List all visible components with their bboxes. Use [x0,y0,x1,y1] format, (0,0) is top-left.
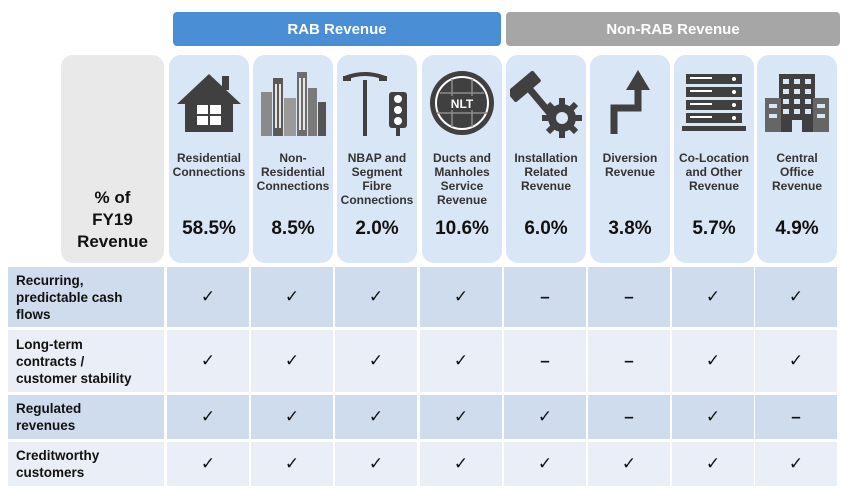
check-mark: ✓ [251,330,333,392]
check-mark: ✓ [420,395,502,439]
check-mark: ✓ [420,330,502,392]
revenue-card-label: NBAP and Segment Fibre Connections [340,151,414,207]
table-row: Creditworthy customers ✓ ✓ ✓ ✓ ✓ ✓ ✓ ✓ [8,442,840,486]
office-building-icon [759,63,835,143]
revenue-card-label: Diversion Revenue [602,151,658,179]
manhole-cover-icon: NLT [424,63,500,143]
pct-label-line-2: FY19 [92,210,133,229]
revenue-card-label: Ducts and Manholes Service Revenue [432,151,491,207]
dash-mark: – [504,330,586,392]
revenue-card-value: 2.0% [355,218,399,239]
check-mark: ✓ [251,267,333,327]
revenue-card-8: Central Office Revenue 4.9% [757,55,837,263]
check-mark: ✓ [755,330,837,392]
row-label: Regulated revenues [8,395,164,439]
check-mark: ✓ [167,330,249,392]
revenue-card-value: 4.9% [775,218,819,239]
revenue-card-label: Non- Residential Connections [256,151,330,193]
revenue-card-label: Central Office Revenue [771,151,823,193]
check-mark: ✓ [504,395,586,439]
revenue-card-value: 8.5% [271,218,315,239]
dash-mark: – [588,395,670,439]
row-label: Long-term contracts / customer stability [8,330,164,392]
revenue-card-label: Co-Location and Other Revenue [679,151,749,193]
revenue-card-label: Installation Related Revenue [514,151,578,193]
check-mark: ✓ [672,330,754,392]
non-rab-revenue-header: Non-RAB Revenue [506,12,840,46]
table-row: Long-term contracts / customer stability… [8,330,840,392]
pct-label-line-1: % of [94,188,131,207]
city-buildings-icon [255,63,331,143]
revenue-card-5: Installation Related Revenue 6.0% [506,55,586,263]
revenue-card-value: 6.0% [524,218,568,239]
check-mark: ✓ [167,267,249,327]
check-mark: ✓ [335,395,417,439]
svg-text:NLT: NLT [451,97,474,111]
revenue-card-value: 58.5% [182,218,236,239]
check-mark: ✓ [672,442,754,486]
row-label: Recurring, predictable cash flows [8,267,164,327]
dash-mark: – [588,330,670,392]
revenue-card-7: Co-Location and Other Revenue 5.7% [674,55,754,263]
revenue-card-label: Residential Connections [172,151,246,179]
hammer-gear-icon [508,63,584,143]
check-mark: ✓ [167,442,249,486]
dash-mark: – [755,395,837,439]
revenue-card-1: Residential Connections 58.5% [169,55,249,263]
row-label: Creditworthy customers [8,442,164,486]
check-mark: ✓ [588,442,670,486]
check-mark: ✓ [335,330,417,392]
streetlight-traffic-light-icon [339,63,415,143]
revenue-card-value: 5.7% [692,218,736,239]
check-mark: ✓ [672,395,754,439]
check-mark: ✓ [335,442,417,486]
check-mark: ✓ [251,442,333,486]
check-mark: ✓ [251,395,333,439]
table-row: Recurring, predictable cash flows ✓ ✓ ✓ ✓ – – ✓… [8,267,840,327]
check-mark: ✓ [335,267,417,327]
revenue-card-2: Non- Residential Connections 8.5% [253,55,333,263]
percent-of-revenue-label: % of FY19 Revenue [61,55,164,263]
check-mark: ✓ [420,267,502,327]
diversion-arrow-icon [592,63,668,143]
house-icon [171,63,247,143]
rab-revenue-header: RAB Revenue [173,12,501,46]
revenue-card-6: Diversion Revenue 3.8% [590,55,670,263]
dash-mark: – [588,267,670,327]
pct-label-line-3: Revenue [77,232,148,251]
check-mark: ✓ [672,267,754,327]
revenue-card-4: NLT Ducts and Manholes Service Revenue 10.6% [422,55,502,263]
check-mark: ✓ [755,442,837,486]
dash-mark: – [504,267,586,327]
revenue-card-value: 3.8% [608,218,652,239]
check-mark: ✓ [167,395,249,439]
revenue-card-3: NBAP and Segment Fibre Connections 2.0% [337,55,417,263]
server-rack-icon [676,63,752,143]
table-row: Regulated revenues ✓ ✓ ✓ ✓ ✓ – ✓ – [8,395,840,439]
check-mark: ✓ [420,442,502,486]
check-mark: ✓ [504,442,586,486]
revenue-card-value: 10.6% [435,218,489,239]
check-mark: ✓ [755,267,837,327]
